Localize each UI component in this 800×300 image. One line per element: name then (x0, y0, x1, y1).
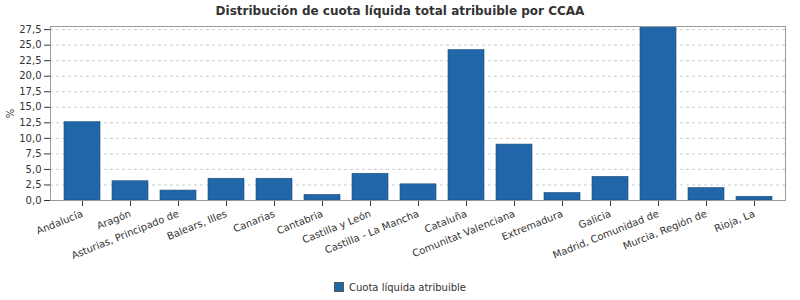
svg-text:Murcia, Región de: Murcia, Región de (621, 208, 708, 252)
svg-text:Canarias: Canarias (232, 208, 277, 235)
svg-text:Aragón: Aragón (95, 207, 133, 232)
svg-text:Andalucía: Andalucía (35, 208, 85, 237)
svg-text:%: % (5, 109, 16, 119)
svg-text:15,0: 15,0 (19, 101, 41, 112)
svg-text:Balears, Illes: Balears, Illes (165, 208, 228, 242)
svg-text:Castilla - La Mancha: Castilla - La Mancha (323, 208, 420, 256)
svg-text:12,5: 12,5 (19, 117, 41, 128)
svg-text:Comunitat Valenciana: Comunitat Valenciana (410, 207, 517, 260)
svg-text:Cantabria: Cantabria (275, 207, 325, 237)
svg-text:17,5: 17,5 (19, 86, 41, 97)
html-text:Cuota líquida atribuible: Cuota líquida atribuible (349, 282, 466, 293)
html-text:Distribución de cuota líquida: Distribución de cuota líquida total atri… (215, 4, 585, 18)
svg-text:5,0: 5,0 (26, 164, 42, 175)
svg-text:7,5: 7,5 (26, 148, 42, 159)
svg-text:Castilla y León: Castilla y León (300, 207, 373, 246)
svg-text:Galicia: Galicia (576, 207, 613, 231)
svg-text:10,0: 10,0 (19, 133, 41, 144)
svg-text:0,0: 0,0 (26, 195, 42, 206)
svg-text:22,5: 22,5 (19, 55, 41, 66)
svg-text:25,0: 25,0 (19, 39, 41, 50)
svg-text:Asturias, Principado de: Asturias, Principado de (70, 208, 181, 261)
svg-text:Cataluña: Cataluña (422, 207, 469, 235)
svg-text:Madrid, Comunidad de: Madrid, Comunidad de (551, 207, 661, 261)
svg-text:27,5: 27,5 (19, 24, 41, 35)
svg-text:2,5: 2,5 (26, 179, 42, 190)
svg-text:Extremadura: Extremadura (500, 208, 564, 243)
svg-text:20,0: 20,0 (19, 70, 41, 81)
svg-text:Rioja, La: Rioja, La (713, 208, 757, 234)
